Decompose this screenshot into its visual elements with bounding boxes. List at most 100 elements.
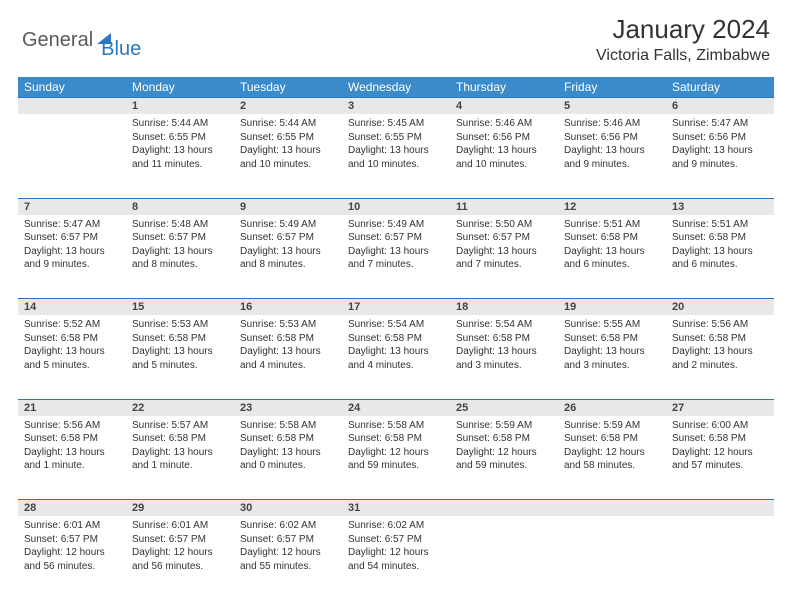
day-cell: Sunrise: 5:57 AMSunset: 6:58 PMDaylight:… [126,416,234,500]
weekday-header: Sunday [18,77,126,98]
daylight-line: Daylight: 12 hours and 57 minutes. [672,446,768,473]
day-cell: Sunrise: 5:47 AMSunset: 6:56 PMDaylight:… [666,114,774,198]
day-cell [558,516,666,600]
daylight-line: Daylight: 12 hours and 58 minutes. [564,446,660,473]
logo-text-general: General [22,29,93,52]
sunset-line: Sunset: 6:58 PM [672,231,768,245]
sunset-line: Sunset: 6:58 PM [24,432,120,446]
sunrise-line: Sunrise: 5:57 AM [132,419,228,433]
weekday-header: Monday [126,77,234,98]
sunrise-line: Sunrise: 5:50 AM [456,218,552,232]
day-number-cell: 9 [234,198,342,215]
weekday-header-row: Sunday Monday Tuesday Wednesday Thursday… [18,77,774,98]
day-number-cell [18,98,126,115]
day-cell: Sunrise: 6:01 AMSunset: 6:57 PMDaylight:… [18,516,126,600]
sunset-line: Sunset: 6:56 PM [456,131,552,145]
day-cell-body: Sunrise: 5:44 AMSunset: 6:55 PMDaylight:… [234,114,342,177]
day-cell-body: Sunrise: 5:47 AMSunset: 6:56 PMDaylight:… [666,114,774,177]
day-number-cell: 12 [558,198,666,215]
day-body-row: Sunrise: 5:56 AMSunset: 6:58 PMDaylight:… [18,416,774,500]
daylight-line: Daylight: 13 hours and 6 minutes. [672,245,768,272]
sunset-line: Sunset: 6:57 PM [456,231,552,245]
sunset-line: Sunset: 6:55 PM [132,131,228,145]
day-cell: Sunrise: 5:51 AMSunset: 6:58 PMDaylight:… [666,215,774,299]
sunrise-line: Sunrise: 5:45 AM [348,117,444,131]
day-number-cell: 1 [126,98,234,115]
day-cell-body: Sunrise: 6:02 AMSunset: 6:57 PMDaylight:… [234,516,342,579]
day-number-cell: 22 [126,399,234,416]
day-number-cell: 31 [342,500,450,517]
weekday-header: Friday [558,77,666,98]
day-cell-body: Sunrise: 5:50 AMSunset: 6:57 PMDaylight:… [450,215,558,278]
day-cell: Sunrise: 5:48 AMSunset: 6:57 PMDaylight:… [126,215,234,299]
day-number-cell: 2 [234,98,342,115]
day-cell: Sunrise: 5:56 AMSunset: 6:58 PMDaylight:… [18,416,126,500]
day-body-row: Sunrise: 5:47 AMSunset: 6:57 PMDaylight:… [18,215,774,299]
day-number-row: 123456 [18,98,774,115]
sunset-line: Sunset: 6:57 PM [240,231,336,245]
day-cell-body: Sunrise: 5:56 AMSunset: 6:58 PMDaylight:… [18,416,126,479]
day-number-cell: 25 [450,399,558,416]
logo: General Blue [22,14,141,61]
sunrise-line: Sunrise: 5:44 AM [132,117,228,131]
day-number-cell: 7 [18,198,126,215]
day-number-cell: 8 [126,198,234,215]
sunrise-line: Sunrise: 5:46 AM [456,117,552,131]
day-cell: Sunrise: 5:54 AMSunset: 6:58 PMDaylight:… [450,315,558,399]
daylight-line: Daylight: 13 hours and 3 minutes. [564,345,660,372]
sunrise-line: Sunrise: 6:02 AM [348,519,444,533]
daylight-line: Daylight: 13 hours and 5 minutes. [132,345,228,372]
day-cell [450,516,558,600]
day-cell-body: Sunrise: 5:48 AMSunset: 6:57 PMDaylight:… [126,215,234,278]
day-cell-body: Sunrise: 6:02 AMSunset: 6:57 PMDaylight:… [342,516,450,579]
daylight-line: Daylight: 13 hours and 10 minutes. [456,144,552,171]
sunset-line: Sunset: 6:58 PM [240,432,336,446]
day-cell: Sunrise: 5:58 AMSunset: 6:58 PMDaylight:… [342,416,450,500]
day-cell-body: Sunrise: 5:58 AMSunset: 6:58 PMDaylight:… [342,416,450,479]
sunset-line: Sunset: 6:58 PM [24,332,120,346]
day-number-row: 78910111213 [18,198,774,215]
sunrise-line: Sunrise: 5:58 AM [348,419,444,433]
day-number-cell: 4 [450,98,558,115]
sunset-line: Sunset: 6:58 PM [672,432,768,446]
day-number-cell [666,500,774,517]
sunset-line: Sunset: 6:55 PM [348,131,444,145]
daylight-line: Daylight: 13 hours and 7 minutes. [456,245,552,272]
day-cell-body: Sunrise: 5:54 AMSunset: 6:58 PMDaylight:… [342,315,450,378]
day-cell: Sunrise: 5:54 AMSunset: 6:58 PMDaylight:… [342,315,450,399]
day-cell: Sunrise: 5:59 AMSunset: 6:58 PMDaylight:… [558,416,666,500]
sunset-line: Sunset: 6:58 PM [132,332,228,346]
daylight-line: Daylight: 13 hours and 1 minute. [132,446,228,473]
day-cell: Sunrise: 5:47 AMSunset: 6:57 PMDaylight:… [18,215,126,299]
sunset-line: Sunset: 6:58 PM [672,332,768,346]
day-number-cell: 29 [126,500,234,517]
day-number-cell: 18 [450,299,558,316]
day-cell: Sunrise: 5:59 AMSunset: 6:58 PMDaylight:… [450,416,558,500]
daylight-line: Daylight: 13 hours and 8 minutes. [240,245,336,272]
sunrise-line: Sunrise: 6:00 AM [672,419,768,433]
day-number-cell: 27 [666,399,774,416]
day-number-cell: 15 [126,299,234,316]
day-cell-body: Sunrise: 5:53 AMSunset: 6:58 PMDaylight:… [234,315,342,378]
day-cell: Sunrise: 5:52 AMSunset: 6:58 PMDaylight:… [18,315,126,399]
sunrise-line: Sunrise: 5:46 AM [564,117,660,131]
day-number-row: 14151617181920 [18,299,774,316]
sunset-line: Sunset: 6:56 PM [564,131,660,145]
sunset-line: Sunset: 6:58 PM [348,432,444,446]
daylight-line: Daylight: 12 hours and 59 minutes. [348,446,444,473]
day-number-row: 21222324252627 [18,399,774,416]
sunset-line: Sunset: 6:57 PM [132,231,228,245]
day-number-cell: 19 [558,299,666,316]
sunrise-line: Sunrise: 6:02 AM [240,519,336,533]
header: General Blue January 2024 Victoria Falls… [0,0,792,71]
day-cell: Sunrise: 5:58 AMSunset: 6:58 PMDaylight:… [234,416,342,500]
sunrise-line: Sunrise: 5:49 AM [240,218,336,232]
logo-text-blue: Blue [101,38,141,61]
daylight-line: Daylight: 13 hours and 2 minutes. [672,345,768,372]
day-number-cell: 13 [666,198,774,215]
daylight-line: Daylight: 13 hours and 9 minutes. [672,144,768,171]
calendar-body: 123456Sunrise: 5:44 AMSunset: 6:55 PMDay… [18,98,774,601]
sunset-line: Sunset: 6:56 PM [672,131,768,145]
sunset-line: Sunset: 6:58 PM [456,332,552,346]
day-cell: Sunrise: 6:01 AMSunset: 6:57 PMDaylight:… [126,516,234,600]
